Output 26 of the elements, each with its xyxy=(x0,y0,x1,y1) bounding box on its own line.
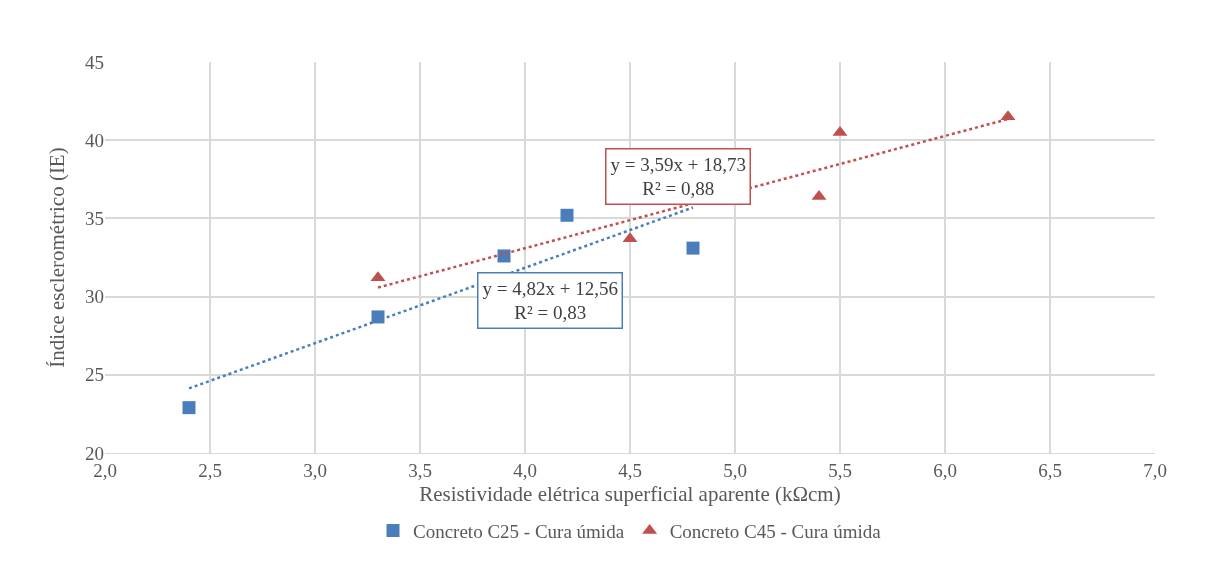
x-tick-label: 7,0 xyxy=(1143,459,1167,481)
x-tick-label: 6,5 xyxy=(1038,459,1062,481)
point xyxy=(560,208,574,222)
x-tick-label: 4,0 xyxy=(513,459,537,481)
x-axis-title: Resistividade elétrica superficial aparente (kΩcm) xyxy=(419,482,841,506)
point xyxy=(182,401,196,415)
x-tick-label: 3,5 xyxy=(408,459,432,481)
y-tick-label: 25 xyxy=(85,364,104,386)
y-tick-label: 30 xyxy=(85,286,104,308)
x-tick-label: 6,0 xyxy=(933,459,957,481)
point xyxy=(497,249,511,263)
point xyxy=(686,241,700,255)
x-tick-label: 2,5 xyxy=(198,459,222,481)
x-tick-label: 5,5 xyxy=(828,459,852,481)
annotation: y = 3,59x + 18,73 R² = 0,88 xyxy=(610,153,746,200)
y-tick-label: 35 xyxy=(85,208,104,230)
x-tick-label: 5,0 xyxy=(723,459,747,481)
annotation: y = 4,82x + 12,56 R² = 0,83 xyxy=(482,277,618,324)
y-tick-label: 45 xyxy=(85,51,104,73)
legend-label: Concreto C45 - Cura úmida xyxy=(669,520,882,542)
x-tick-label: 3,0 xyxy=(303,459,327,481)
x-tick-label: 4,5 xyxy=(618,459,642,481)
y-tick-label: 40 xyxy=(85,129,104,151)
point xyxy=(371,310,385,324)
legend-label: Concreto C25 - Cura úmida xyxy=(413,520,625,542)
y-axis-title: Índice esclerométrico (IE) xyxy=(45,147,70,368)
